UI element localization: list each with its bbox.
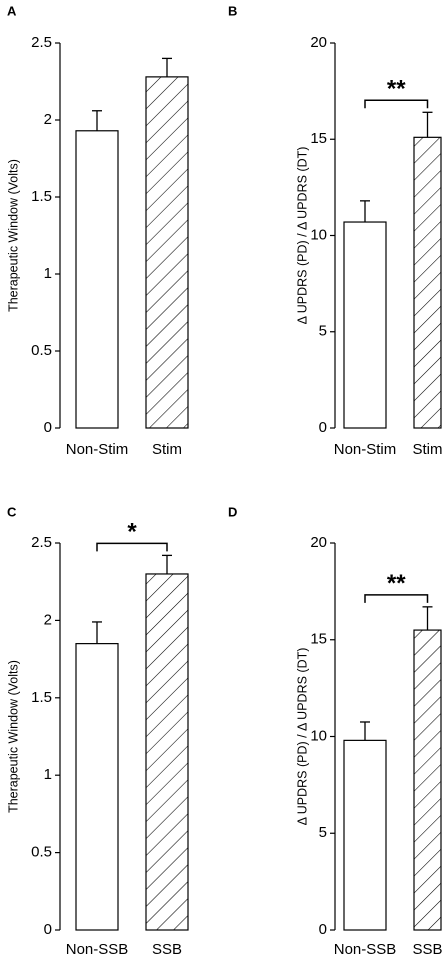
category-label: Stim — [413, 441, 443, 458]
significance-marker: * — [127, 518, 137, 545]
y-tick-label: 1.5 — [31, 689, 52, 706]
y-tick-label: 2.5 — [31, 34, 52, 51]
category-label: Non-Stim — [334, 441, 397, 458]
y-tick-label: 20 — [310, 34, 327, 51]
significance-bracket — [96, 542, 168, 552]
y-tick-label: 0 — [44, 921, 52, 938]
category-label: SSB — [152, 941, 182, 955]
y-tick-label: 0 — [319, 921, 327, 938]
y-tick-label: 0 — [319, 419, 327, 436]
panel-c: C 0 0.5 1 1.5 2 2.5 Therapeutic Window (Volts) N… — [6, 504, 189, 955]
bar-non-ssb — [343, 739, 387, 931]
significance-marker: ** — [387, 570, 406, 597]
category-label: Non-SSB — [334, 941, 397, 955]
panel-letter: A — [7, 3, 17, 18]
y-tick-label: 15 — [310, 631, 327, 648]
category-label: Non-Stim — [66, 441, 129, 458]
significance-bracket — [364, 594, 429, 603]
y-tick-label: 10 — [310, 727, 327, 744]
y-tick-label: 15 — [310, 130, 327, 147]
bar-ssb — [145, 573, 189, 931]
bar-non-stim — [75, 130, 119, 429]
category-label: Stim — [152, 441, 182, 458]
significance-bracket — [364, 99, 429, 109]
bar-non-stim — [343, 221, 387, 429]
y-tick-label: 20 — [310, 534, 327, 551]
y-axis-label: Therapeutic Window (Volts) — [6, 159, 20, 312]
panel-letter: B — [228, 3, 237, 18]
y-tick-label: 1 — [44, 766, 52, 783]
y-tick-label: 2.5 — [31, 534, 52, 551]
y-tick-label: 0 — [44, 419, 52, 436]
bar-stim — [145, 76, 189, 429]
bar-stim — [413, 136, 442, 429]
y-tick-label: 0.5 — [31, 342, 52, 359]
bar-non-ssb — [75, 643, 119, 931]
panel-b: B 0 5 10 15 20 Δ UPDRS (PD) / Δ UPDRS (DT) Non-… — [228, 3, 443, 458]
y-axis-label: Δ UPDRS (PD) / Δ UPDRS (DT) — [295, 147, 309, 325]
y-tick-label: 0.5 — [31, 844, 52, 861]
panel-d: D 0 5 10 15 20 Δ UPDRS (PD) / Δ UPDRS (DT) Non-… — [228, 504, 443, 955]
panel-a: A 0 0.5 1 1.5 2 2.5 Therapeutic Window (Volts) N… — [6, 3, 189, 458]
y-tick-label: 10 — [310, 226, 327, 243]
category-label: Non-SSB — [66, 941, 129, 955]
bar-ssb — [413, 629, 442, 931]
y-tick-label: 5 — [319, 323, 327, 340]
y-tick-label: 5 — [319, 824, 327, 841]
panel-letter: C — [7, 504, 17, 519]
panel-letter: D — [228, 504, 237, 519]
y-tick-label: 1.5 — [31, 188, 52, 205]
y-tick-label: 1 — [44, 265, 52, 282]
y-tick-label: 2 — [44, 611, 52, 628]
significance-marker: ** — [387, 75, 406, 102]
y-axis-label: Therapeutic Window (Volts) — [6, 660, 20, 813]
y-axis-label: Δ UPDRS (PD) / Δ UPDRS (DT) — [295, 648, 309, 826]
y-tick-label: 2 — [44, 111, 52, 128]
category-label: SSB — [412, 941, 442, 955]
